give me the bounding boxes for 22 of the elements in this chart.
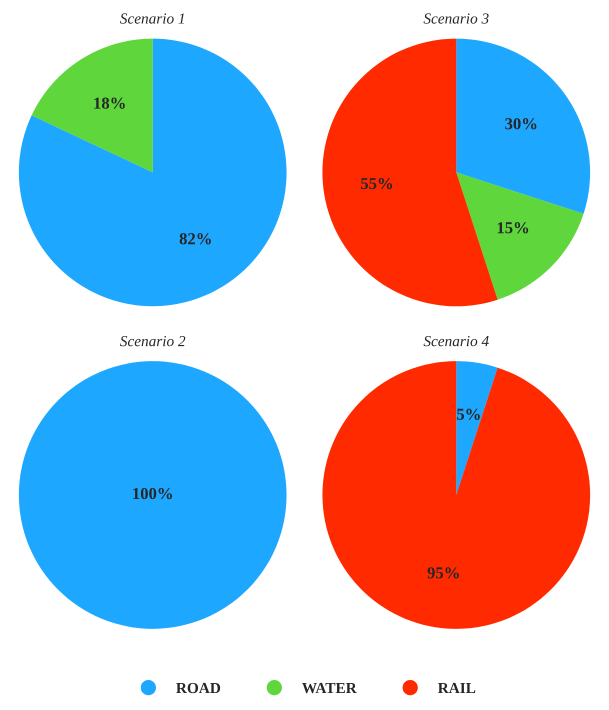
- data-label: 5%: [457, 408, 480, 420]
- pie-slice: [456, 361, 498, 495]
- pie-slice: [18, 38, 287, 306]
- pie-slice: [322, 38, 498, 306]
- data-label: 100%: [133, 488, 172, 500]
- pie-slice: [322, 361, 590, 629]
- chart-title: Scenario 2: [120, 336, 186, 346]
- data-label: 82%: [180, 233, 211, 244]
- pie-slice: [456, 172, 584, 300]
- data-label: 55%: [360, 178, 392, 190]
- chart-title: Scenario 3: [424, 13, 489, 24]
- data-label: 15%: [498, 222, 528, 234]
- legend-label: ROAD: [176, 682, 220, 694]
- legend-label: RAIL: [438, 682, 476, 693]
- data-label: 30%: [505, 118, 536, 130]
- chart-title: Scenario 1: [120, 13, 184, 24]
- data-label: 18%: [94, 98, 125, 109]
- pie-slice: [32, 38, 153, 172]
- legend-label: WATER: [302, 682, 357, 694]
- data-label: 95%: [428, 567, 459, 579]
- pie-slice: [456, 38, 590, 214]
- chart-title: Scenario 4: [424, 336, 489, 346]
